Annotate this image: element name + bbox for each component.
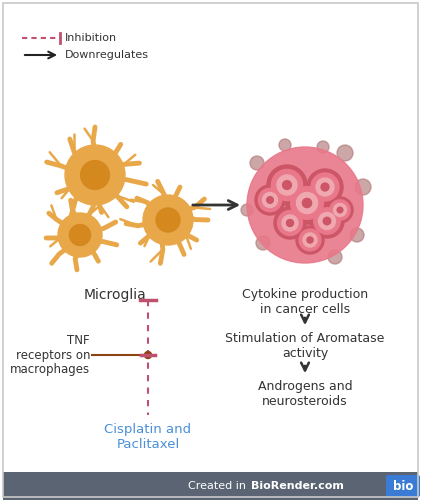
Circle shape [330,200,350,220]
Circle shape [279,139,291,151]
Circle shape [286,220,293,226]
Circle shape [282,215,298,231]
Circle shape [307,169,343,205]
Circle shape [337,145,353,161]
Circle shape [274,207,306,239]
Circle shape [69,224,91,246]
Circle shape [303,233,317,247]
Circle shape [337,207,343,213]
Circle shape [311,173,339,201]
Circle shape [290,186,323,220]
Circle shape [277,210,302,236]
Circle shape [310,204,344,238]
Circle shape [282,180,291,190]
Circle shape [80,160,109,190]
Circle shape [277,175,297,195]
Circle shape [355,179,371,195]
Circle shape [327,197,353,223]
Circle shape [307,237,313,243]
Text: Cytokine production
in cancer cells: Cytokine production in cancer cells [242,288,368,316]
Text: Stimulation of Aromatase
activity: Stimulation of Aromatase activity [225,332,385,360]
Circle shape [256,236,270,250]
Circle shape [321,183,329,191]
Circle shape [316,178,334,196]
Circle shape [333,204,346,216]
Circle shape [58,213,102,257]
Text: Inhibition: Inhibition [65,33,117,43]
Circle shape [314,208,340,234]
Circle shape [323,218,331,224]
Circle shape [266,196,273,203]
Text: Downregulates: Downregulates [65,50,149,60]
Circle shape [241,204,253,216]
Text: TNF
receptors on
macrophages: TNF receptors on macrophages [10,334,90,376]
Circle shape [328,250,342,264]
Circle shape [250,156,264,170]
Circle shape [65,145,125,205]
Circle shape [247,147,363,263]
Circle shape [144,352,152,358]
Text: Created in: Created in [189,481,250,491]
Circle shape [296,192,317,214]
Bar [3,472,418,500]
Circle shape [302,198,312,207]
Circle shape [296,226,324,254]
Text: Androgens and
neurosteroids: Androgens and neurosteroids [258,380,352,408]
Circle shape [319,212,336,230]
Text: Microglia: Microglia [84,288,147,302]
Circle shape [255,185,285,215]
Text: bio: bio [393,480,413,492]
Text: Cisplatin and
Paclitaxel: Cisplatin and Paclitaxel [104,423,192,451]
Circle shape [267,165,307,205]
Circle shape [299,229,321,251]
Circle shape [350,228,364,242]
Circle shape [143,195,193,245]
Circle shape [156,208,180,232]
Circle shape [286,182,328,224]
Circle shape [317,141,329,153]
Text: BioRender.com: BioRender.com [251,481,344,491]
Circle shape [258,188,282,212]
FancyBboxPatch shape [386,475,420,497]
Circle shape [263,192,277,208]
Circle shape [272,170,303,200]
